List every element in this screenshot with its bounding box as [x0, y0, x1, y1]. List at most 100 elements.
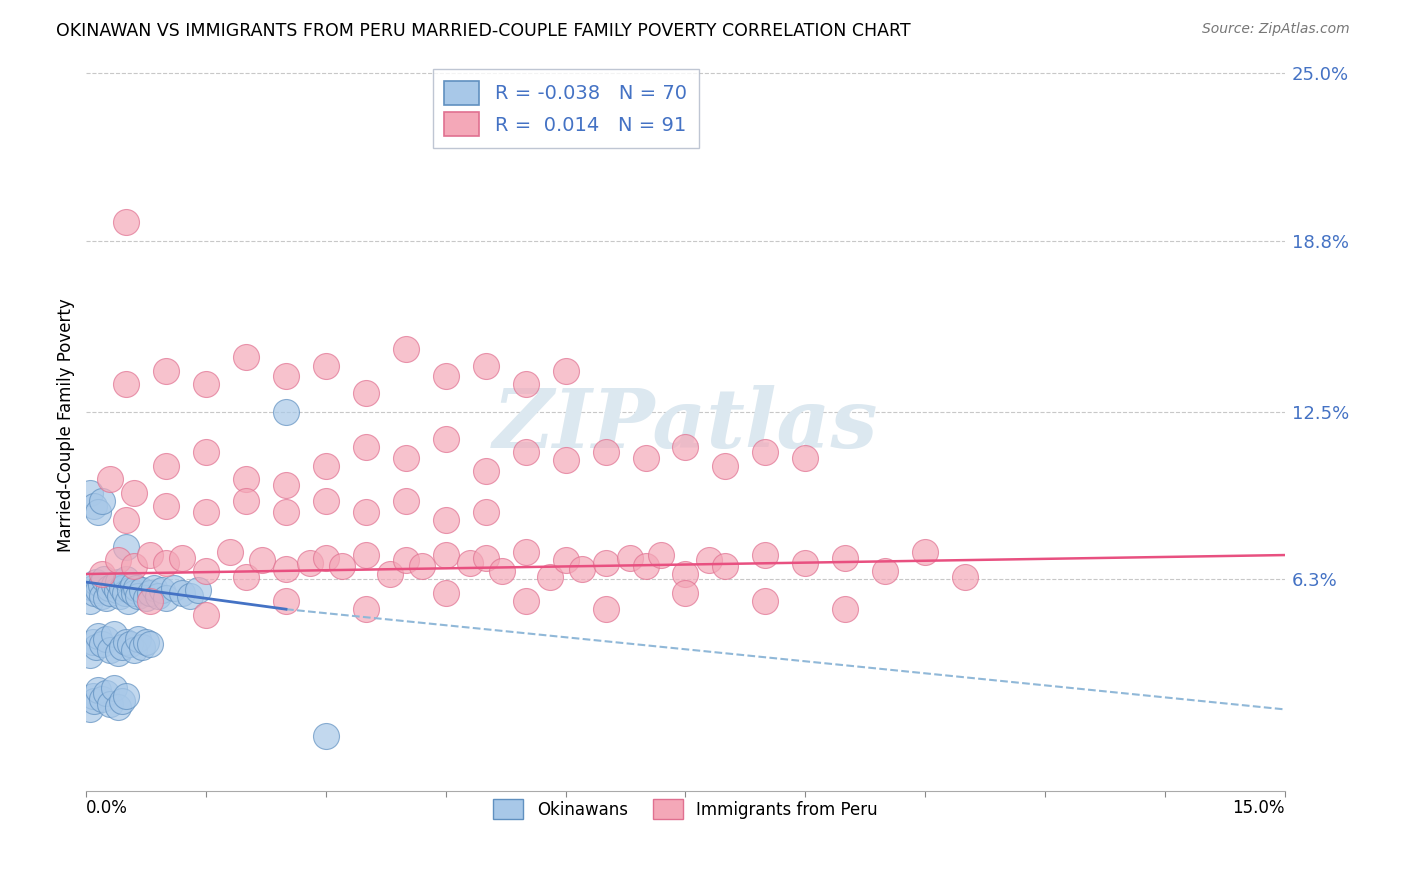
Point [195, 445, 218, 459]
Point [172, 550, 194, 565]
Point [195, 505, 218, 519]
Point [754, 594, 776, 608]
Point [914, 545, 936, 559]
Point [91, 494, 114, 508]
Point [315, 458, 337, 473]
Point [875, 564, 897, 578]
Point [595, 556, 617, 570]
Point [91, 637, 114, 651]
Point [117, 594, 139, 608]
Text: 15.0%: 15.0% [1232, 798, 1285, 817]
Point [139, 637, 162, 651]
Point [82, 634, 104, 648]
Point [274, 561, 297, 575]
Point [93, 573, 115, 587]
Point [111, 640, 134, 654]
Point [139, 586, 162, 600]
Point [474, 359, 496, 373]
Point [434, 369, 457, 384]
Point [105, 583, 128, 598]
Point [96, 686, 118, 700]
Point [155, 556, 177, 570]
Point [82, 689, 104, 703]
Point [96, 632, 118, 646]
Point [411, 558, 433, 573]
Point [595, 445, 617, 459]
Point [474, 505, 496, 519]
Point [163, 581, 186, 595]
Point [595, 602, 617, 616]
Point [111, 694, 134, 708]
Point [235, 351, 257, 365]
Text: Source: ZipAtlas.com: Source: ZipAtlas.com [1202, 22, 1350, 37]
Point [515, 594, 537, 608]
Point [84, 575, 107, 590]
Point [953, 570, 976, 584]
Point [139, 548, 162, 562]
Point [235, 570, 257, 584]
Point [91, 567, 114, 582]
Point [195, 564, 218, 578]
Point [754, 445, 776, 459]
Point [834, 550, 856, 565]
Point [122, 642, 145, 657]
Point [274, 505, 297, 519]
Point [395, 553, 418, 567]
Point [115, 634, 138, 648]
Point [515, 545, 537, 559]
Point [491, 564, 513, 578]
Point [155, 458, 177, 473]
Point [91, 589, 114, 603]
Point [395, 343, 418, 357]
Point [274, 477, 297, 491]
Point [235, 494, 257, 508]
Point [315, 550, 337, 565]
Point [127, 589, 149, 603]
Point [219, 545, 242, 559]
Point [131, 640, 153, 654]
Point [634, 450, 657, 465]
Point [675, 440, 697, 454]
Point [108, 589, 131, 603]
Point [150, 583, 173, 598]
Point [195, 377, 218, 392]
Point [79, 702, 101, 716]
Point [143, 581, 166, 595]
Point [354, 602, 377, 616]
Point [434, 548, 457, 562]
Point [675, 567, 697, 582]
Point [98, 472, 121, 486]
Point [330, 558, 353, 573]
Point [122, 586, 145, 600]
Point [474, 550, 496, 565]
Point [187, 583, 209, 598]
Point [714, 558, 737, 573]
Point [96, 591, 118, 606]
Point [274, 404, 297, 418]
Point [83, 500, 105, 514]
Point [274, 594, 297, 608]
Point [619, 550, 641, 565]
Point [82, 581, 104, 595]
Y-axis label: Married-Couple Family Poverty: Married-Couple Family Poverty [58, 298, 75, 552]
Point [538, 570, 561, 584]
Point [87, 683, 110, 698]
Point [554, 364, 576, 378]
Point [714, 458, 737, 473]
Point [250, 553, 273, 567]
Point [650, 548, 672, 562]
Point [107, 575, 129, 590]
Point [155, 364, 177, 378]
Point [315, 494, 337, 508]
Point [354, 505, 377, 519]
Point [554, 553, 576, 567]
Point [315, 730, 337, 744]
Point [122, 485, 145, 500]
Point [434, 513, 457, 527]
Point [111, 581, 134, 595]
Point [87, 505, 110, 519]
Point [699, 553, 721, 567]
Point [107, 646, 129, 660]
Point [354, 440, 377, 454]
Point [179, 589, 201, 603]
